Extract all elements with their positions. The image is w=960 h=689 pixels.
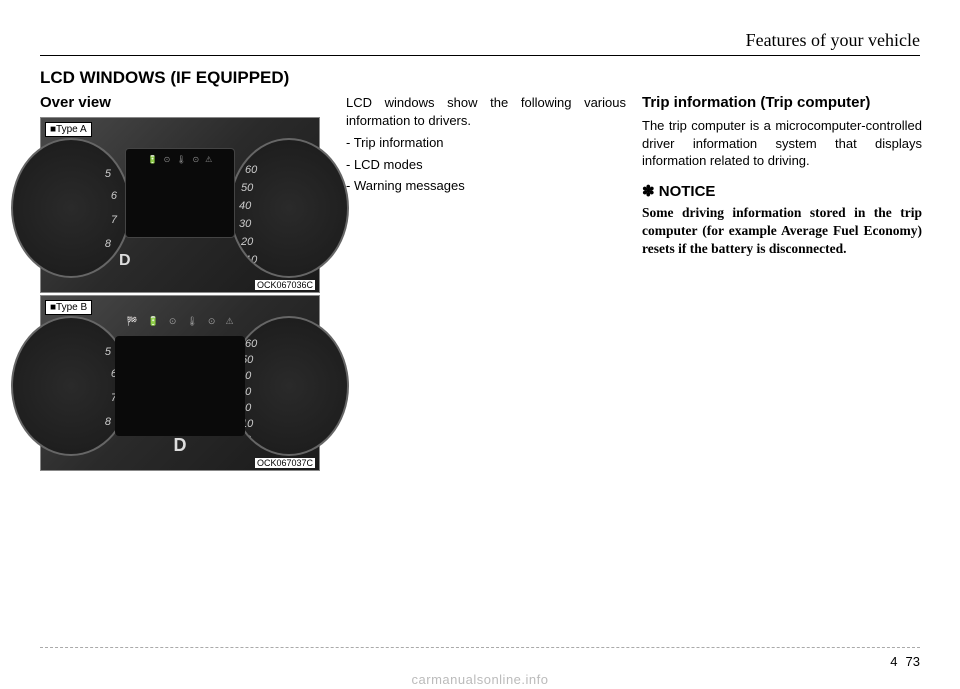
trip-info-heading: Trip information (Trip computer) <box>642 94 922 111</box>
warning-icon: ⊙ <box>164 155 171 164</box>
trip-computer-text: The trip computer is a microcomputer-con… <box>642 117 922 170</box>
gauge-num: 7 <box>111 214 117 226</box>
gauge-num: 50 <box>241 182 253 194</box>
gear-indicator-a: D <box>119 252 131 270</box>
main-heading: LCD WINDOWS (IF EQUIPPED) <box>40 68 920 88</box>
lcd-screen-b <box>115 336 245 436</box>
notice-text: Some driving information stored in the t… <box>642 204 922 259</box>
gauge-num: 10 <box>245 254 257 266</box>
column-2: LCD windows show the following various i… <box>346 94 626 473</box>
left-gauge-a: 5 6 7 8 <box>11 138 131 278</box>
gauge-num: 5 <box>105 346 111 358</box>
cluster-image-type-b: ■Type B 5 6 7 8 60 50 40 30 20 10 0 🏁 🔋 … <box>40 295 320 471</box>
gauge-num: 8 <box>105 416 111 428</box>
alert-icon: ⚠ <box>205 155 212 164</box>
right-gauge-a: 60 50 40 30 20 10 <box>229 138 349 278</box>
warning-icon: ⊙ <box>169 316 177 327</box>
page-number: 73 <box>906 654 920 669</box>
gauge-num: 6 <box>111 190 117 202</box>
page-header: Features of your vehicle <box>40 30 920 56</box>
content-columns: Over view ■Type A 5 6 7 8 60 50 40 30 20… <box>40 94 920 473</box>
gauge-num: 40 <box>239 200 251 212</box>
chapter-number: 4 <box>890 654 897 669</box>
column-3: Trip information (Trip computer) The tri… <box>642 94 922 473</box>
gauge-num: 30 <box>239 218 251 230</box>
cluster-image-type-a: ■Type A 5 6 7 8 60 50 40 30 20 10 🔋 ⊙ 🌡 <box>40 117 320 293</box>
intro-text: LCD windows show the following various i… <box>346 94 626 129</box>
overview-heading: Over view <box>40 94 330 111</box>
battery-icon: 🔋 <box>148 316 159 327</box>
right-gauge-b: 60 50 40 30 20 10 0 <box>229 316 349 456</box>
watermark: carmanualsonline.info <box>412 672 549 687</box>
gauge-num: 60 <box>245 164 257 176</box>
warning-icons-b: 🏁 🔋 ⊙ 🌡 ⊙ ⚠ <box>41 316 319 327</box>
type-a-label: ■Type A <box>45 122 92 137</box>
lcd-screen-a: 🔋 ⊙ 🌡 ⊙ ⚠ <box>125 148 235 238</box>
list-item-modes: - LCD modes <box>346 155 626 175</box>
flag-icon: 🏁 <box>126 316 137 327</box>
column-1: Over view ■Type A 5 6 7 8 60 50 40 30 20… <box>40 94 330 473</box>
notice-heading: ✽ NOTICE <box>642 182 922 200</box>
gear-indicator-b: D <box>174 435 187 456</box>
type-b-label: ■Type B <box>45 300 92 315</box>
list-item-warnings: - Warning messages <box>346 176 626 196</box>
image-code-b: OCK067037C <box>255 458 315 468</box>
section-title: Features of your vehicle <box>746 30 920 51</box>
gauge-num: 0 <box>245 434 251 446</box>
warning-icon: ⊙ <box>208 316 216 327</box>
temp-icon: 🌡 <box>186 316 197 327</box>
gauge-num: 8 <box>105 238 111 250</box>
temp-icon: 🌡 <box>176 155 186 164</box>
page-number-container: 4 73 <box>890 654 920 669</box>
warning-icons-a: 🔋 ⊙ 🌡 ⊙ ⚠ <box>126 155 234 164</box>
list-item-trip: - Trip information <box>346 133 626 153</box>
gauge-num: 5 <box>105 168 111 180</box>
left-gauge-b: 5 6 7 8 <box>11 316 131 456</box>
gauge-num: 20 <box>241 236 253 248</box>
warning-icon: ⊙ <box>192 155 199 164</box>
alert-icon: ⚠ <box>225 316 233 327</box>
gauge-num: 60 <box>245 338 257 350</box>
battery-icon: 🔋 <box>148 155 158 164</box>
image-code-a: OCK067036C <box>255 280 315 290</box>
page-footer: 4 73 <box>40 647 920 669</box>
